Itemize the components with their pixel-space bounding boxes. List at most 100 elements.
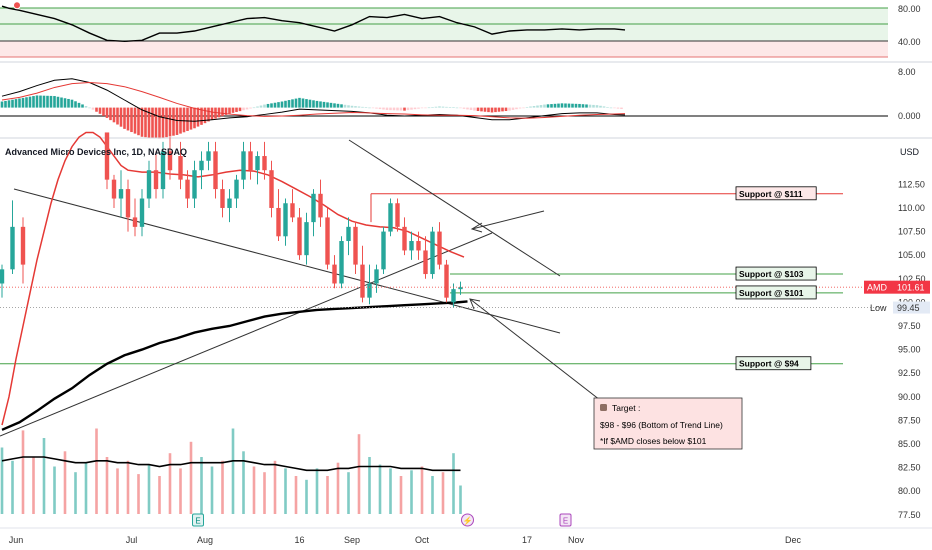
candle-body — [220, 189, 225, 208]
macd-hist-bar — [287, 100, 291, 108]
low-price-badge-bg — [893, 301, 930, 314]
volume-bars — [0, 428, 462, 514]
macd-hist-bar — [413, 107, 417, 110]
candle-body — [332, 264, 337, 284]
candle-body — [132, 217, 138, 227]
macd-hist-bar — [585, 104, 588, 108]
macd-hist-bar — [525, 106, 529, 108]
macd-hist-bar — [18, 98, 21, 108]
macd-hist-bar — [11, 99, 14, 108]
candle-body — [146, 170, 152, 199]
candle-body — [262, 156, 267, 171]
macd-hist-bar — [39, 95, 42, 108]
support-label-box — [735, 285, 817, 300]
macd-hist-bar — [378, 107, 382, 110]
rsi-series-line — [1, 5, 626, 43]
volume-bar — [441, 472, 445, 514]
candle-body — [125, 189, 131, 218]
macd-hist-bar — [469, 107, 473, 111]
macd-hist-bar — [53, 96, 56, 108]
price-tick-label: 90.00 — [898, 392, 921, 402]
macd-hist-bar — [564, 103, 567, 108]
support-label-text: Support @ $94 — [739, 359, 799, 369]
low-price-badge[interactable]: Low 99.45 — [870, 301, 930, 314]
macd-hist-bar — [14, 99, 18, 108]
macd-hist-bar — [144, 107, 147, 138]
candle-body — [20, 226, 26, 265]
bear-icon — [600, 404, 607, 411]
macd-hist-bar — [602, 106, 606, 108]
price-tick-label: 107.50 — [898, 227, 926, 237]
macd-hist-bar — [557, 103, 560, 108]
candle-body — [213, 151, 218, 190]
last-price-symbol: AMD — [867, 283, 888, 293]
volume-bar — [336, 462, 340, 514]
macd-hist-bar — [459, 107, 462, 109]
macd-hist-bar — [606, 106, 609, 108]
candle-body — [283, 203, 288, 237]
event-marker-label: ⚡ — [463, 516, 473, 526]
macd-hist-bar — [581, 104, 585, 108]
macd-hist-bar — [343, 104, 347, 108]
macd-hist-bar — [424, 107, 427, 109]
price-tick-label: 80.00 — [898, 486, 921, 496]
macd-hist-bar — [329, 102, 333, 108]
candle-body — [139, 198, 145, 227]
macd-hist-bar — [189, 107, 193, 130]
rsi-lower-band — [0, 41, 888, 57]
macd-hist-bar — [364, 107, 368, 108]
support-label-text: Support @ $111 — [739, 189, 803, 199]
macd-histogram — [0, 95, 623, 139]
volume-bar — [74, 472, 77, 514]
macd-hist-bar — [273, 102, 277, 108]
volume-bar — [410, 470, 413, 514]
support-label-text: Support @ $101 — [739, 288, 804, 298]
macd-hist-bar — [592, 104, 595, 108]
macd-hist-bar — [522, 107, 525, 109]
macd-hist-bar — [147, 107, 151, 138]
time-tick-label: Jun — [9, 535, 24, 545]
macd-hist-bar — [151, 107, 154, 138]
volume-bar — [32, 457, 35, 514]
macd-hist-bar — [529, 106, 532, 108]
rsi-pane: 80.00 40.00 — [0, 1, 921, 58]
support-label-box — [735, 356, 812, 371]
macd-hist-bar — [301, 98, 305, 108]
macd-hist-bar — [448, 107, 452, 108]
candle-body — [311, 193, 316, 223]
price-tick-label: 82.50 — [898, 463, 921, 473]
macd-hist-bar — [539, 105, 543, 108]
volume-bar — [459, 485, 462, 514]
macd-line — [1, 78, 626, 122]
time-tick-label: Jul — [126, 535, 138, 545]
macd-hist-bar — [46, 95, 49, 108]
support-label-box — [735, 186, 817, 201]
macd-hist-bar — [427, 107, 431, 109]
candle-body — [206, 151, 211, 161]
target-line-1: $98 - $96 (Bottom of Trend Line) — [600, 420, 723, 430]
target-title: Target : — [612, 403, 640, 413]
macd-hist-bar — [466, 107, 469, 110]
macd-hist-bar — [116, 107, 119, 125]
candle-body — [325, 217, 330, 265]
macd-hist-bar — [315, 100, 319, 108]
trend-lines — [0, 139, 601, 437]
macd-hist-bar — [21, 97, 25, 108]
macd-hist-bar — [25, 97, 28, 108]
volume-bar — [116, 468, 119, 514]
macd-hist-bar — [126, 107, 130, 131]
macd-hist-bar — [616, 107, 620, 109]
volume-bar — [347, 472, 350, 514]
macd-hist-bar — [193, 107, 196, 129]
macd-hist-bar — [336, 103, 340, 108]
last-price-badge-bg — [864, 280, 930, 294]
macd-tick-0: 0.000 — [898, 111, 921, 121]
macd-hist-bar — [483, 107, 487, 112]
last-price-badge[interactable]: AMD 101.61 — [864, 280, 930, 294]
macd-hist-bar — [473, 107, 476, 111]
macd-hist-bar — [595, 105, 599, 108]
time-tick-label: Aug — [197, 535, 213, 545]
macd-hist-bar — [417, 107, 420, 109]
macd-hist-bar — [242, 107, 245, 111]
volume-bar — [431, 476, 434, 514]
